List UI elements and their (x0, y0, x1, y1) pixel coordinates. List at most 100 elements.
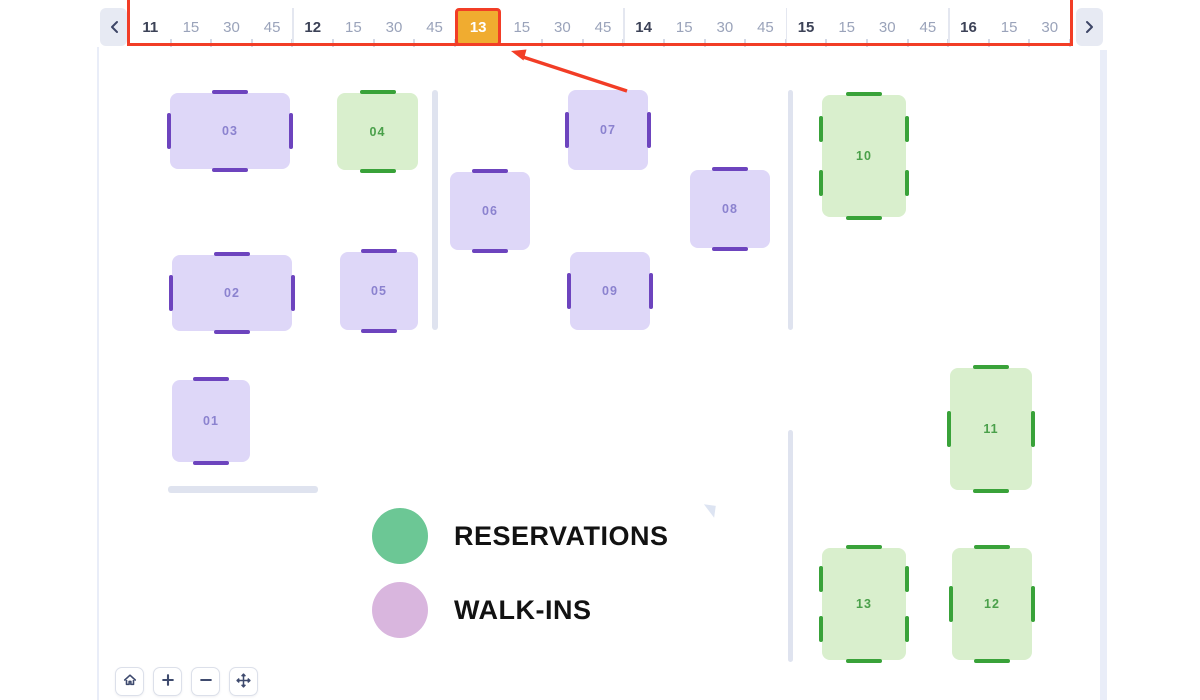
timeline-slot-30-18[interactable]: 30 (867, 8, 909, 47)
table-13[interactable]: 13 (819, 545, 909, 663)
seat-mark (905, 566, 909, 593)
timeline-slot-15-13[interactable]: 15 (664, 8, 706, 47)
table-09[interactable]: 09 (567, 252, 653, 330)
table-08[interactable]: 08 (690, 167, 770, 251)
timeline-slot-11-hour[interactable]: 11 (130, 8, 172, 47)
timeline-slot-label: 15 (1000, 18, 1018, 36)
seat-mark (819, 169, 823, 196)
plus-icon (161, 673, 175, 690)
seat-mark (905, 615, 909, 642)
timeline-slot-45-7[interactable]: 45 (414, 8, 456, 47)
seat-mark (905, 116, 909, 143)
timeline-slot-45-11[interactable]: 45 (583, 8, 624, 47)
seat-mark (193, 377, 229, 381)
seat-mark (214, 252, 250, 256)
timeline-slot-30-2[interactable]: 30 (211, 8, 253, 47)
seat-mark (947, 411, 951, 447)
seat-mark (169, 275, 173, 311)
seat-mark (846, 545, 882, 549)
timeline-next-button[interactable] (1076, 8, 1103, 46)
table-07[interactable]: 07 (565, 90, 651, 170)
seat-mark (289, 113, 293, 149)
table-04[interactable]: 04 (337, 90, 418, 173)
timeline-slot-14-hour[interactable]: 14 (623, 8, 665, 47)
timeline-slot-30-10[interactable]: 30 (542, 8, 584, 47)
zoom-out-button[interactable] (191, 667, 220, 696)
pan-button[interactable] (229, 667, 258, 696)
table-number: 09 (602, 284, 618, 298)
seat-mark (193, 461, 229, 465)
timeline-slot-label: 30 (878, 18, 896, 36)
timeline-slot-15-17[interactable]: 15 (826, 8, 868, 47)
table-number: 08 (722, 202, 738, 216)
wall-segment (788, 430, 793, 662)
table-11[interactable]: 11 (947, 365, 1035, 493)
timeline-slot-15-1[interactable]: 15 (171, 8, 212, 47)
home-button[interactable] (115, 667, 144, 696)
timeline-slot-label: 15 (675, 18, 693, 36)
timeline-slot-12-hour[interactable]: 12 (292, 8, 334, 47)
table-03[interactable]: 03 (167, 90, 293, 172)
table-number: 12 (984, 597, 1000, 611)
seat-mark (359, 90, 396, 94)
seat-mark (1031, 586, 1035, 622)
timeline-slot-label: 15 (797, 18, 815, 36)
seat-mark (212, 168, 248, 172)
timeline-slot-label: 15 (345, 18, 362, 36)
table-number: 07 (600, 123, 616, 137)
move-icon (236, 672, 251, 691)
timeline-slot-label: 12 (304, 18, 322, 36)
timeline-slot-label: 45 (263, 18, 281, 36)
seat-mark (846, 216, 882, 220)
seat-mark (819, 615, 823, 642)
timeline-slot-30-14[interactable]: 30 (705, 8, 746, 47)
timeline-slot-label: 15 (513, 18, 531, 36)
zoom-in-button[interactable] (153, 667, 182, 696)
timeline-slot-label: 45 (919, 18, 937, 36)
timeline-slot-label: 30 (716, 18, 734, 36)
table-01[interactable]: 01 (172, 377, 250, 465)
timeline-slot-16-hour[interactable]: 16 (948, 8, 990, 47)
timeline-slot-13-hour[interactable]: 13 (454, 8, 502, 46)
legend-label-reservations: RESERVATIONS (454, 520, 669, 551)
seat-mark (846, 92, 882, 96)
timeline-slot-45-15[interactable]: 45 (745, 8, 787, 47)
seat-mark (712, 247, 748, 251)
wall-segment (1100, 50, 1107, 700)
seat-mark (212, 90, 248, 94)
timeline-slot-15-5[interactable]: 15 (333, 8, 375, 47)
walkins-dot-icon (372, 582, 428, 638)
timeline-slot-45-3[interactable]: 45 (252, 8, 294, 47)
table-06[interactable]: 06 (450, 169, 530, 253)
timeline-slot-label: 15 (182, 18, 200, 36)
timeline-slot-label: 30 (223, 18, 240, 36)
table-02[interactable]: 02 (169, 252, 295, 334)
table-number: 10 (856, 149, 872, 163)
timeline-slot-30-22[interactable]: 30 (1029, 8, 1071, 47)
chevron-right-icon (1085, 20, 1095, 34)
table-number: 13 (856, 597, 872, 611)
seat-mark (359, 169, 396, 173)
seat-mark (973, 365, 1009, 369)
seat-mark (567, 273, 571, 309)
timeline-slot-15-9[interactable]: 15 (501, 8, 543, 47)
table-number: 11 (983, 422, 999, 436)
seat-mark (973, 489, 1009, 493)
seat-mark (214, 330, 250, 334)
seat-mark (291, 275, 295, 311)
timeline-slot-45-19[interactable]: 45 (908, 8, 949, 47)
timeline-slot-15-21[interactable]: 15 (989, 8, 1031, 47)
timeline-slot-label: 30 (385, 18, 403, 36)
seat-mark (565, 112, 569, 148)
cursor-artifact (702, 504, 716, 518)
timeline-slot-15-hour[interactable]: 15 (785, 8, 827, 47)
table-number: 03 (222, 124, 238, 138)
table-05[interactable]: 05 (340, 249, 418, 333)
table-10[interactable]: 10 (819, 92, 909, 220)
timeline-slot-30-6[interactable]: 30 (374, 8, 415, 47)
timeline-prev-button[interactable] (100, 8, 127, 46)
seat-mark (649, 273, 653, 309)
timeline-slot-label: 45 (594, 18, 612, 36)
table-12[interactable]: 12 (949, 545, 1035, 663)
